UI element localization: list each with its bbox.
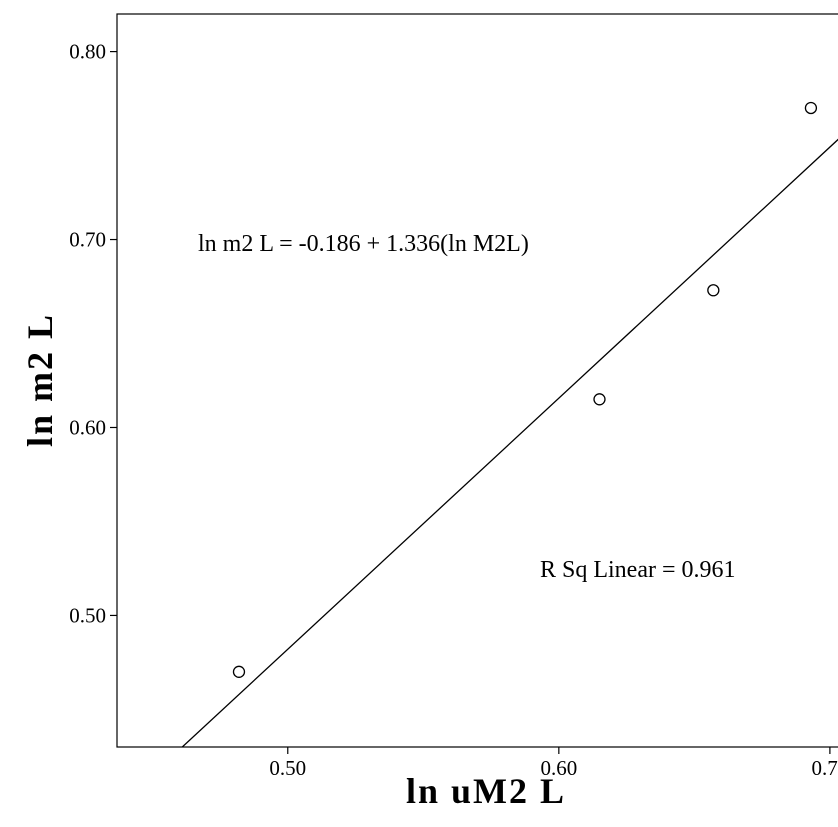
fit-line-group <box>181 138 838 747</box>
x-tick-label: 0.50 <box>269 756 306 780</box>
y-axis-ticks: 0.50 0.60 0.70 0.80 <box>69 40 117 627</box>
fit-line <box>181 138 838 747</box>
data-point <box>804 101 818 115</box>
data-point <box>232 665 246 678</box>
regression-equation: ln m2 L = -0.186 + 1.336(ln M2L) <box>198 231 529 257</box>
data-point <box>593 393 606 406</box>
data-point <box>707 284 720 297</box>
y-tick-label: 0.80 <box>69 40 106 64</box>
r-squared-label: R Sq Linear = 0.961 <box>540 557 736 583</box>
y-tick-label: 0.50 <box>69 603 106 627</box>
y-tick-label: 0.60 <box>69 415 106 439</box>
x-tick-label: 0.70 <box>812 756 838 780</box>
data-points <box>232 101 818 678</box>
plot-frame <box>116 13 838 748</box>
x-axis-title: ln uM2 L <box>406 771 566 811</box>
y-tick-label: 0.70 <box>69 228 106 252</box>
x-tick-label: 0.60 <box>540 756 577 780</box>
y-axis-title: ln m2 L <box>20 313 60 447</box>
x-axis-ticks: 0.50 0.60 0.70 <box>269 747 838 780</box>
